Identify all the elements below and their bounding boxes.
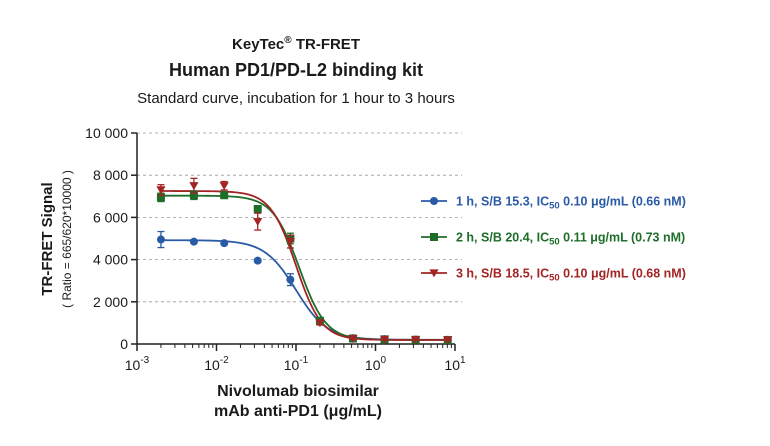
data-point (220, 239, 229, 248)
data-points (156, 177, 453, 345)
series-3-points (156, 177, 453, 345)
fit-curves (160, 190, 448, 341)
data-point (379, 335, 390, 344)
data-point (219, 182, 229, 191)
series-2-points (156, 190, 452, 344)
legend-label: 2 h, S/B 20.4, IC50 0.11 μg/mL (0.73 nM) (456, 231, 685, 248)
data-point (253, 256, 262, 265)
y-axis-label: TR-FRET Signal (39, 182, 56, 295)
data-point (253, 204, 262, 213)
legend-item-series-2: 2 h, S/B 20.4, IC50 0.11 μg/mL (0.73 nM) (421, 231, 685, 248)
y-tick-label: 6 000 (93, 209, 128, 225)
x-tick-label: 10-1 (284, 355, 309, 373)
chart-title-line2: Human PD1/PD-L2 binding kit (169, 60, 423, 80)
data-point (286, 275, 295, 284)
legend-marker (430, 233, 438, 241)
x-axis-label-line2: mAb anti-PD1 (μg/mL) (214, 403, 382, 420)
legend-item-series-1: 1 h, S/B 15.3, IC50 0.10 μg/mL (0.66 nM) (421, 195, 686, 212)
data-point (411, 336, 421, 345)
x-tick-label: 10-2 (204, 355, 229, 373)
x-axis-ticks: 10-3 10-2 10-1 100 101 (125, 344, 466, 373)
x-tick-label: 100 (365, 355, 387, 373)
data-point (285, 237, 295, 247)
legend-label: 1 h, S/B 15.3, IC50 0.10 μg/mL (0.66 nM) (456, 195, 686, 212)
y-tick-label: 2 000 (93, 294, 128, 310)
fit-curve-series-3 (160, 190, 448, 341)
data-point (348, 335, 358, 344)
axes (136, 133, 455, 345)
data-point (315, 319, 325, 328)
y-axis-sublabel: ( Ratio = 665/620*10000 ) (60, 170, 74, 308)
chart-subtitle: Standard curve, incubation for 1 hour to… (137, 90, 455, 107)
chart-title-line1: KeyTec® TR-FRET (232, 35, 360, 53)
y-tick-label: 4 000 (93, 252, 128, 268)
y-tick-label: 0 (120, 336, 128, 352)
x-tick-label: 10-3 (125, 355, 150, 373)
data-point (220, 191, 229, 200)
data-point (253, 217, 263, 226)
x-axis-label-line1: Nivolumab biosimilar (217, 383, 379, 400)
legend-item-series-3: 3 h, S/B 18.5, IC50 0.10 μg/mL (0.68 nM) (421, 267, 686, 284)
y-tick-label: 8 000 (93, 167, 128, 183)
y-axis-ticks: 0 2 000 4 000 6 000 8 000 10 000 (85, 125, 137, 352)
y-tick-label: 10 000 (85, 125, 128, 141)
x-tick-label: 101 (444, 355, 466, 373)
gridlines (137, 132, 462, 303)
legend-marker (430, 197, 438, 205)
legend-label: 3 h, S/B 18.5, IC50 0.10 μg/mL (0.68 nM) (456, 267, 686, 284)
data-point (156, 193, 165, 202)
data-point (156, 186, 166, 195)
data-point (189, 191, 198, 200)
data-point (156, 235, 165, 244)
data-point (189, 237, 198, 246)
data-point (443, 336, 453, 345)
legend: 1 h, S/B 15.3, IC50 0.10 μg/mL (0.66 nM)… (421, 195, 686, 284)
legend-marker (429, 269, 439, 278)
data-point (189, 182, 199, 191)
